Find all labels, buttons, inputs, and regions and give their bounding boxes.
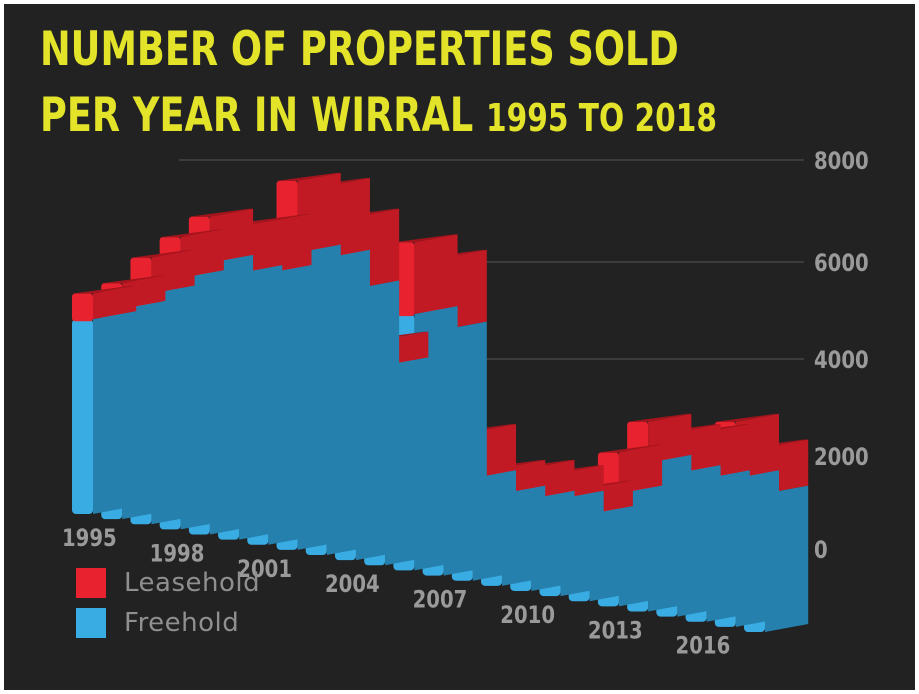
label-layer: 0 2000 4000 6000 8000 1995 1998 2001 2004 2007 201…	[62, 148, 869, 660]
legend-swatch-leasehold	[76, 568, 106, 598]
bar-top-face-1997	[130, 249, 195, 258]
bar-top-face-2006	[393, 234, 458, 243]
bar-top-face-1999	[188, 208, 254, 217]
title-line-2-range: 1995 TO 2018	[485, 96, 718, 140]
bar-top-face-1998	[159, 229, 224, 238]
bar-layer	[72, 172, 809, 632]
y-tick-label-6000: 6000	[814, 250, 869, 277]
chart-title-line-2: PER YEAR IN WIRRAL 1995 TO 2018	[40, 88, 717, 143]
bar-top-face-2017	[714, 413, 779, 422]
x-tick-label-2007: 2007	[413, 587, 468, 614]
x-tick-label-2004: 2004	[325, 571, 380, 598]
chart-title-line-1: NUMBER OF PROPERTIES SOLD	[40, 22, 679, 77]
bar-top-face-1996	[101, 275, 166, 284]
title-line-1-text: NUMBER OF PROPERTIES SOLD	[40, 22, 679, 77]
legend-label-freehold: Freehold	[124, 608, 240, 638]
legend-label-leasehold: Leasehold	[124, 568, 261, 598]
bar-segment-freehold-1995	[72, 319, 93, 514]
legend-item-leasehold: Leasehold	[76, 568, 260, 598]
y-tick-label-4000: 4000	[814, 347, 869, 374]
stacked-bar-chart: 0 2000 4000 6000 8000 1995 1998 2001 2004 2007 201…	[62, 148, 869, 660]
x-tick-label-2001: 2001	[237, 556, 292, 583]
bar-top-face-2001	[247, 213, 312, 222]
chart-frame: 0 2000 4000 6000 8000 1995 1998 2001 2004 2007 201…	[4, 4, 915, 690]
y-tick-label-2000: 2000	[814, 444, 869, 471]
bar-top-face-2014	[627, 413, 692, 422]
y-tick-label-0: 0	[814, 537, 828, 564]
bar-1995	[72, 285, 137, 514]
x-tick-label-2016: 2016	[676, 633, 731, 660]
bar-top-face-2002	[276, 172, 341, 181]
bar-top-face-1995	[72, 285, 137, 294]
x-tick-label-2010: 2010	[500, 602, 555, 629]
y-tick-label-8000: 8000	[814, 148, 869, 175]
bar-top-face-2013	[597, 444, 663, 453]
x-tick-label-1995: 1995	[62, 525, 117, 552]
legend-swatch-freehold	[76, 608, 106, 638]
x-tick-label-2013: 2013	[588, 618, 643, 645]
bar-segment-leasehold-1995	[72, 293, 93, 322]
bar-side-leasehold-1995	[93, 285, 137, 320]
bar-side-leasehold-2006	[414, 234, 458, 315]
x-tick-label-1998: 1998	[150, 541, 205, 568]
bar-side-freehold-1995	[93, 311, 137, 514]
legend-item-freehold: Freehold	[76, 608, 239, 638]
title-line-2-main: PER YEAR IN WIRRAL	[40, 88, 474, 143]
